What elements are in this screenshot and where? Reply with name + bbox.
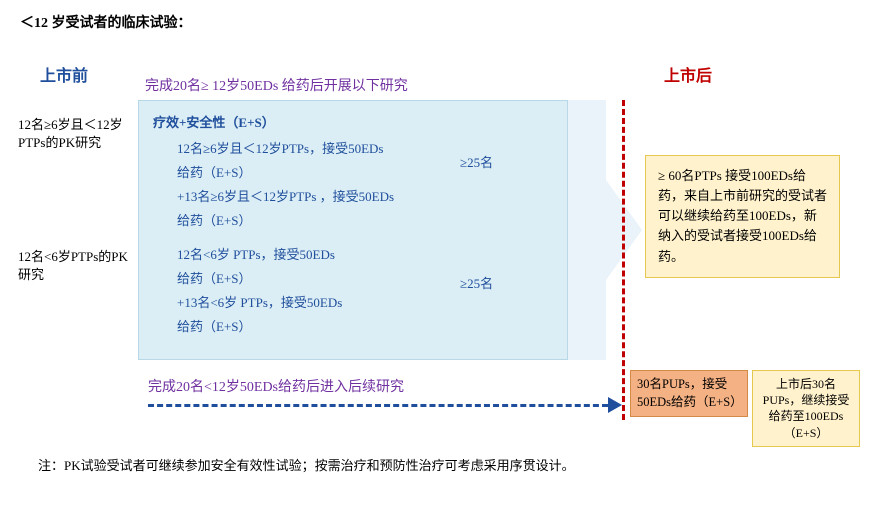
qty-group2: ≥25名 (460, 273, 520, 292)
quantity-column: ≥25名 ≥25名 (460, 152, 520, 292)
postmarket-ptps-box: ≥ 60名PTPs 接受100EDs给药，来自上市前研究的受试者可以继续给药至1… (645, 155, 840, 278)
market-divider-line (622, 100, 625, 420)
subtitle: 完成20名≥ 12岁50EDs 给药后开展以下研究 (145, 75, 408, 95)
qty-group1: ≥25名 (460, 152, 520, 171)
post-market-label: 上市后 (664, 62, 712, 86)
dashed-arrow-line (148, 404, 608, 407)
footnote: 注：PK试验受试者可继续参加安全有效性试验；按需治疗和预防性治疗可考虑采用序贯设… (38, 455, 575, 474)
group2-line4: 给药（E+S） (153, 315, 553, 339)
es-title: 疗效+安全性（E+S） (153, 111, 553, 135)
pk-study-6to12: 12名≥6岁且＜12岁PTPs的PK研究 (18, 116, 138, 152)
flow-arrow-icon (568, 100, 646, 360)
pups-postmarket-box: 上市后30名PUPs，继续接受给药至100EDs（E+S） (752, 370, 860, 447)
followup-study-label: 完成20名<12岁50EDs给药后进入后续研究 (148, 376, 404, 396)
page-title: ＜12 岁受试者的临床试验： (20, 12, 192, 32)
pk-study-under6: 12名<6岁PTPs的PK研究 (18, 248, 138, 284)
dashed-arrow-head-icon (608, 397, 622, 413)
pups-premarket-box: 30名PUPs，接受50EDs给药（E+S） (630, 370, 748, 417)
group2-line3: +13名<6岁 PTPs，接受50EDs (153, 291, 553, 315)
pre-market-label: 上市前 (40, 62, 88, 86)
